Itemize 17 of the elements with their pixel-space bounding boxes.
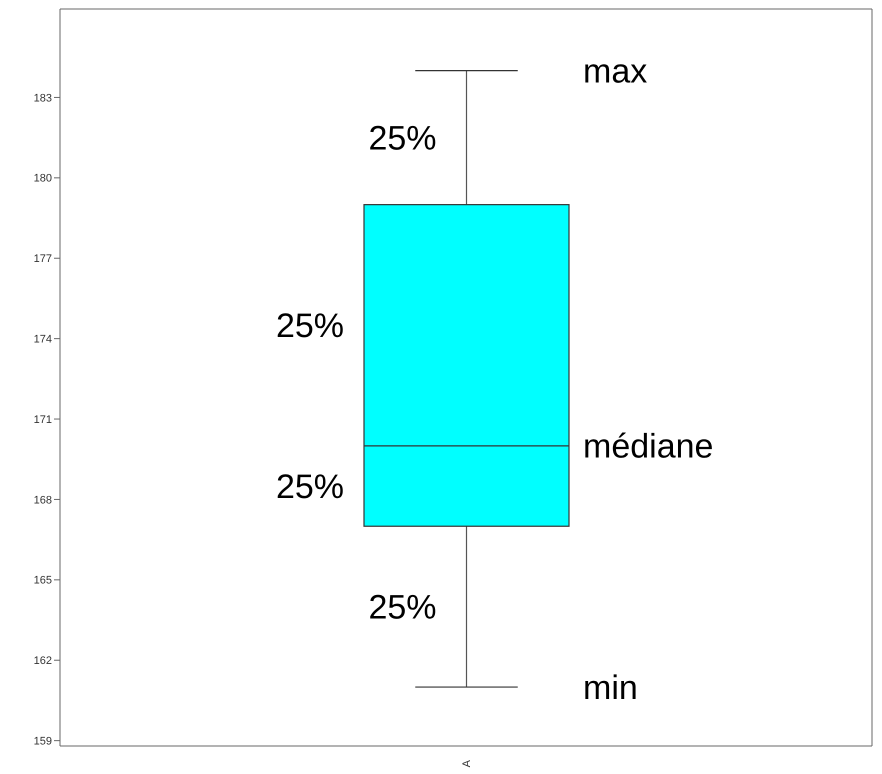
- y-tick-label: 174: [34, 334, 52, 346]
- annotation: médiane: [583, 428, 714, 466]
- y-tick-label: 162: [34, 655, 52, 668]
- y-tick-label: 171: [34, 414, 52, 426]
- annotation: 25%: [368, 120, 436, 158]
- annotation: min: [583, 668, 638, 707]
- annotation: 25%: [276, 307, 344, 346]
- y-tick-label: 159: [34, 736, 52, 748]
- y-tick-label: 177: [34, 253, 52, 266]
- annotation: 25%: [276, 468, 344, 506]
- annotation: max: [583, 52, 648, 91]
- y-tick-label: 165: [34, 574, 52, 587]
- y-tick-label: 168: [34, 494, 52, 506]
- y-tick-label: 183: [34, 92, 52, 104]
- annotation: 25%: [368, 588, 436, 627]
- y-tick-label: 180: [34, 172, 52, 185]
- x-tick-label: A: [460, 759, 473, 768]
